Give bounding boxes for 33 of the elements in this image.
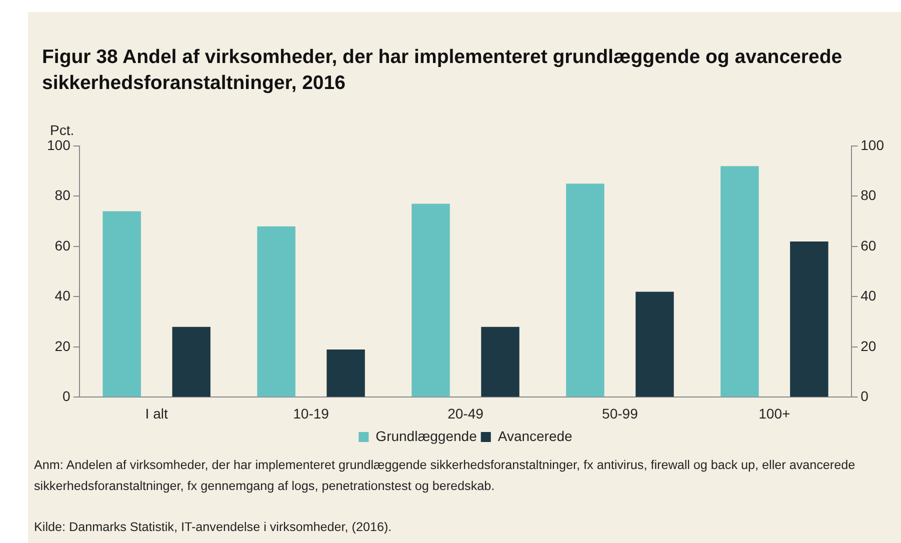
y2-tick-label: 80 bbox=[860, 187, 876, 204]
y-tick-label: 60 bbox=[54, 237, 71, 254]
y-tick-label: 20 bbox=[54, 338, 71, 354]
legend-label: Grundlæggende bbox=[376, 428, 478, 444]
y-tick-label: 40 bbox=[54, 288, 71, 304]
text: Kilde: Danmarks Statistik, IT-anvendelse i virksomheder, (2016). bbox=[34, 519, 393, 536]
x-tick-label: 50-99 bbox=[602, 405, 638, 422]
text: Anm: Andelen af virksomheder, der har implementeret grundlæggende sikkerhedsforanstaltninger, fx antivirus, firewall og back up, eller avancerede sikkerhedsforanstaltninger, fx gennemgang af logs, penetrationstest og beredskab. bbox=[34, 457, 856, 495]
y-tick-label: 80 bbox=[54, 187, 71, 204]
bar bbox=[481, 326, 520, 397]
y2-tick-label: 40 bbox=[860, 288, 876, 304]
bar bbox=[566, 184, 604, 397]
bar bbox=[257, 226, 296, 397]
x-tick-label: 10-19 bbox=[293, 405, 330, 422]
x-tick-label: I alt bbox=[145, 405, 168, 422]
y2-tick-label: 60 bbox=[860, 237, 876, 254]
bar bbox=[412, 204, 450, 397]
bar bbox=[326, 349, 365, 397]
y2-tick-label: 0 bbox=[860, 388, 869, 404]
y2-tick-label: 100 bbox=[860, 136, 884, 153]
y2-tick-label: 20 bbox=[860, 338, 876, 354]
y-tick-label: 100 bbox=[47, 136, 71, 153]
y-axis-title: Pct. bbox=[50, 122, 74, 138]
bar bbox=[636, 292, 674, 397]
chart-title: Figur 38 Andel af virksomheder, der har implementeret grundlæggende og avancerede sikkerhedsforanstaltninger, 2016 bbox=[42, 45, 844, 96]
bar bbox=[172, 326, 210, 397]
bar bbox=[720, 166, 759, 397]
bar bbox=[790, 241, 828, 397]
bar bbox=[102, 211, 141, 397]
x-tick-label: 100+ bbox=[758, 405, 790, 422]
legend-label: Avancerede bbox=[498, 428, 573, 444]
y-tick-label: 0 bbox=[62, 388, 71, 404]
x-tick-label: 20-49 bbox=[448, 405, 484, 422]
